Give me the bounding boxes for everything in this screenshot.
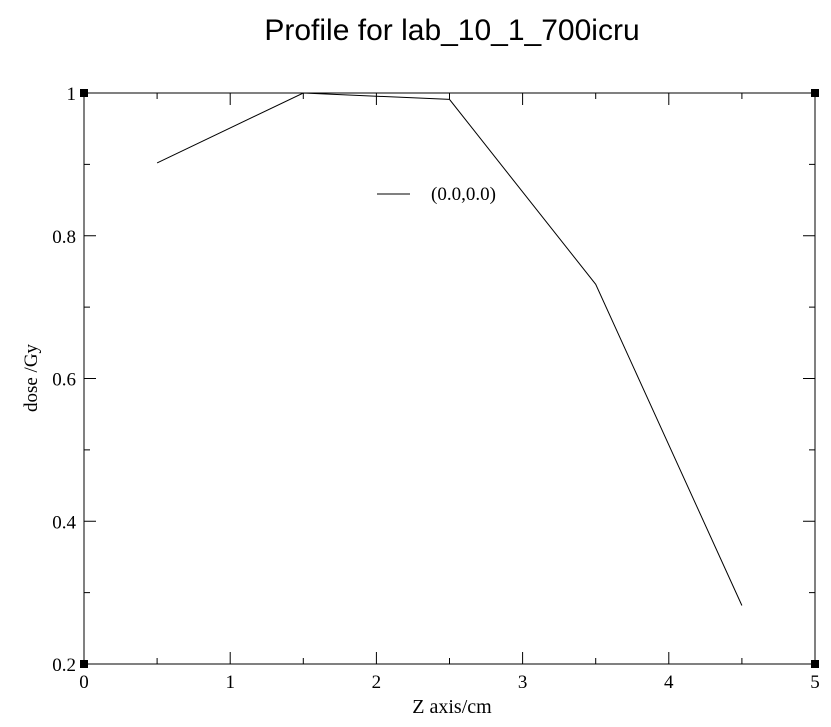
x-tick-label: 2 <box>372 672 382 693</box>
legend: (0.0,0.0) <box>377 184 496 205</box>
series-line <box>157 93 742 606</box>
x-axis: 0 1 2 3 4 5 <box>79 93 820 693</box>
x-tick-label: 1 <box>225 672 235 693</box>
y-tick-label: 0.8 <box>52 227 76 248</box>
x-tick-label: 0 <box>79 672 89 693</box>
y-tick-label: 0.2 <box>52 655 76 676</box>
x-tick-label: 3 <box>518 672 528 693</box>
x-axis-label: Z axis/cm <box>412 696 492 718</box>
y-axis: 0.2 0.4 0.6 0.8 1 <box>52 84 815 676</box>
y-tick-label: 1 <box>67 84 77 105</box>
series-layer <box>157 93 742 606</box>
y-tick-label: 0.6 <box>52 370 76 391</box>
chart-title: Profile for lab_10_1_700icru <box>264 14 639 47</box>
x-tick-label: 4 <box>664 672 674 693</box>
plot-frame <box>80 89 819 668</box>
plot-border <box>84 93 815 664</box>
y-axis-label: dose /Gy <box>21 343 42 412</box>
x-tick-label: 5 <box>810 672 820 693</box>
legend-label: (0.0,0.0) <box>431 184 496 205</box>
y-tick-label: 0.4 <box>52 512 76 533</box>
